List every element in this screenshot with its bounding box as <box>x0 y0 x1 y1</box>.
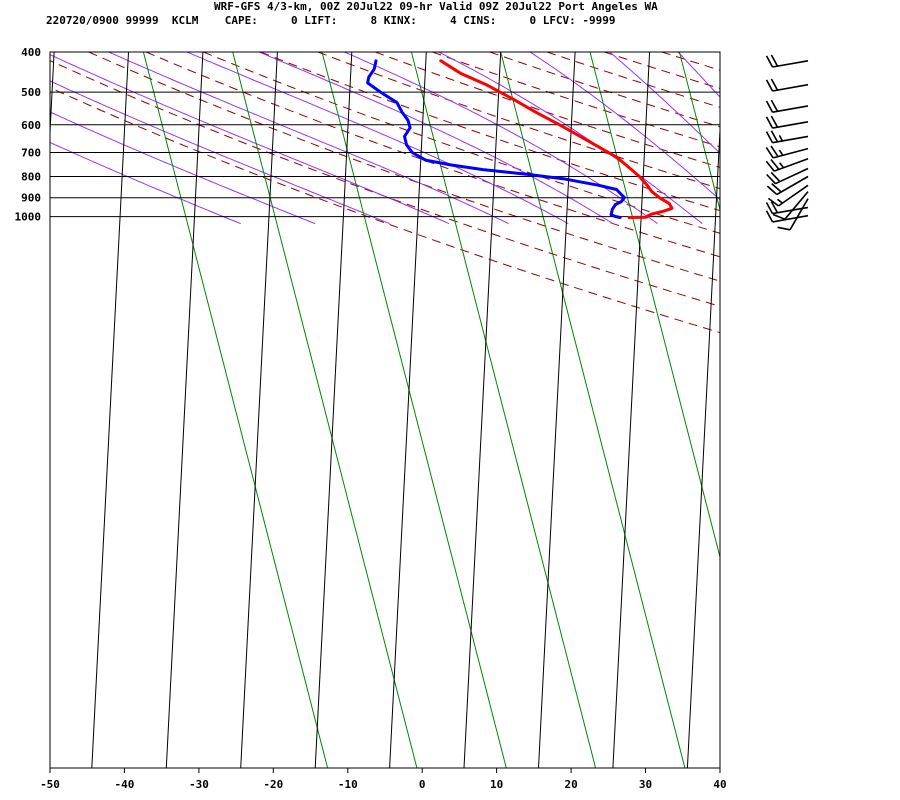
isotherm-line <box>612 52 651 768</box>
mixing-ratio-line <box>678 52 720 212</box>
isotherm-line <box>389 52 427 768</box>
chart-title: WRF-GFS 4/3-km, 00Z 20Jul22 09-hr Valid … <box>214 0 658 13</box>
mixing-ratio-line <box>142 52 329 768</box>
mixing-ratio-line <box>769 52 900 768</box>
wind-barb <box>765 78 809 92</box>
wind-barb <box>766 175 809 196</box>
temperature-profile-line <box>439 59 674 219</box>
x-tick-label: -50 <box>40 778 60 791</box>
dry-adiabat <box>604 52 720 90</box>
dry-adiabat <box>145 52 720 258</box>
wind-barb <box>765 201 809 215</box>
dry-adiabat <box>317 52 720 190</box>
wind-barb <box>767 184 809 207</box>
isotherm-line <box>463 52 502 768</box>
isotherm-line <box>686 120 720 768</box>
wind-barb <box>765 145 809 159</box>
wind-barb <box>765 54 809 68</box>
wind-barb <box>766 167 809 185</box>
x-tick-label: -20 <box>263 778 283 791</box>
dry-adiabat <box>834 52 900 766</box>
dry-adiabat <box>718 52 720 53</box>
wind-barb <box>765 115 809 129</box>
chart-indices-line: 220720/0900 99999 KCLM CAPE: 0 LIFT: 8 K… <box>46 14 616 27</box>
wind-barb <box>765 99 809 113</box>
wind-barb <box>765 210 809 223</box>
dry-adiabat <box>489 52 720 128</box>
x-tick-label: -30 <box>189 778 209 791</box>
mixing-ratio-line <box>589 52 720 560</box>
y-tick-label: 700 <box>21 147 41 160</box>
y-tick-label: 900 <box>21 192 41 205</box>
x-tick-label: 20 <box>564 778 577 791</box>
dry-adiabat <box>260 52 720 212</box>
x-tick-label: 40 <box>713 778 726 791</box>
mixing-ratio-line <box>232 52 418 768</box>
moist-adiabat <box>50 141 241 225</box>
dry-adiabat <box>375 52 720 168</box>
y-tick-label: 600 <box>21 119 41 132</box>
wind-barb <box>772 191 809 220</box>
moist-adiabat <box>257 52 614 225</box>
moist-adiabat <box>529 52 720 201</box>
plot-frame <box>49 51 721 769</box>
x-tick-label: 10 <box>490 778 503 791</box>
dry-adiabat <box>50 87 720 334</box>
dry-adiabat <box>661 52 720 71</box>
y-tick-label: 500 <box>21 86 41 99</box>
isotherm-line <box>762 52 799 768</box>
moist-adiabat <box>107 52 509 225</box>
wind-barb <box>777 198 809 231</box>
x-tick-label: -10 <box>338 778 358 791</box>
isotherm-line <box>240 52 278 768</box>
dry-adiabat <box>546 52 720 108</box>
y-tick-label: 1000 <box>15 211 42 224</box>
mixing-ratio-line <box>410 52 597 768</box>
dry-adiabat <box>203 52 720 234</box>
dry-adiabat <box>432 52 720 148</box>
y-tick-label: 400 <box>21 46 41 59</box>
wind-barb <box>765 130 809 144</box>
x-tick-label: -40 <box>114 778 134 791</box>
dry-adiabat <box>88 52 720 282</box>
dry-adiabat <box>776 52 900 766</box>
dewpoint-profile-line <box>366 59 626 219</box>
isotherm-line <box>314 52 353 768</box>
isotherm-line <box>165 52 204 768</box>
isotherm-line <box>836 52 873 768</box>
isotherm-line <box>91 52 129 768</box>
wind-barb <box>765 158 809 172</box>
x-tick-label: 0 <box>419 778 426 791</box>
x-tick-label: 30 <box>639 778 652 791</box>
mixing-ratio-line <box>321 52 507 768</box>
moist-adiabat <box>50 54 450 225</box>
dry-adiabat <box>891 52 900 766</box>
mixing-ratio-line <box>500 52 686 768</box>
moist-adiabat <box>677 52 720 98</box>
moist-adiabat <box>50 111 316 225</box>
moist-adiabat <box>608 52 720 155</box>
isotherm-line <box>538 52 576 768</box>
y-tick-label: 800 <box>21 171 41 184</box>
dry-adiabat <box>50 59 720 307</box>
moist-adiabat <box>185 52 569 225</box>
moist-adiabat <box>736 50 881 224</box>
moist-adiabat <box>50 80 390 225</box>
